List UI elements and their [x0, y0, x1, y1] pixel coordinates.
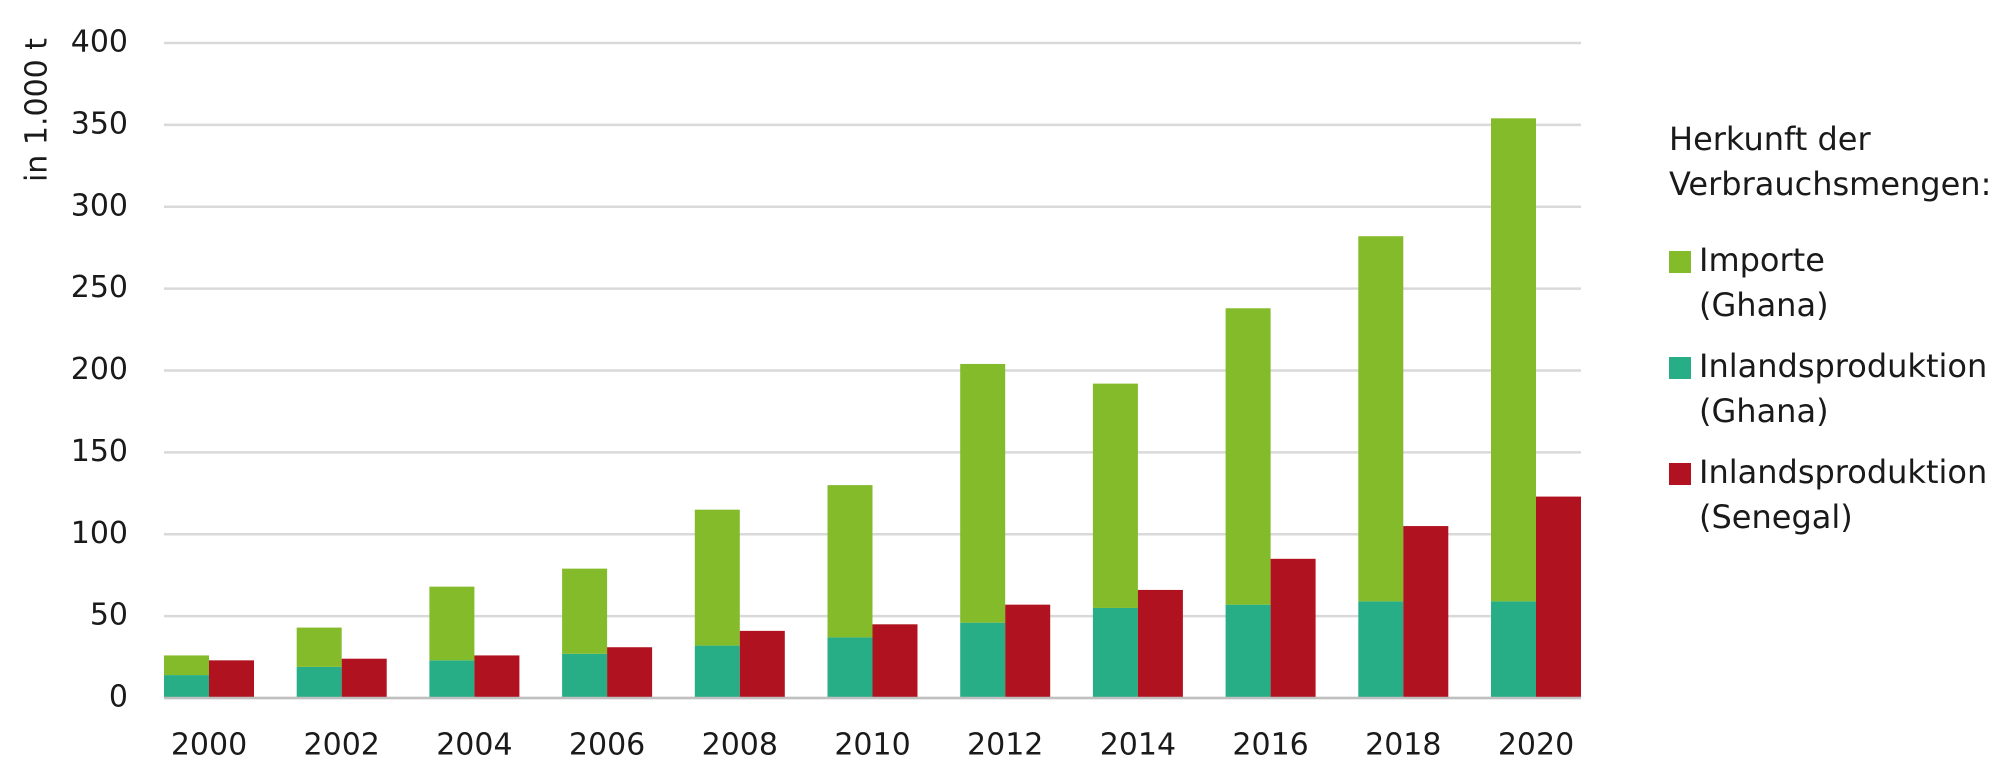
bar — [607, 647, 653, 698]
bar — [341, 658, 387, 698]
x-tick-label: 2006 — [569, 728, 645, 763]
y-tick-label: 150 — [71, 434, 128, 469]
legend-label: Inlandsproduktion (Ghana) — [1699, 347, 1987, 430]
bar — [1536, 496, 1581, 698]
bar — [1358, 601, 1404, 698]
bar — [1358, 236, 1404, 602]
bar — [827, 485, 873, 638]
bar — [1491, 601, 1536, 698]
bar — [1491, 118, 1536, 602]
bar — [1225, 604, 1271, 698]
y-tick-label: 250 — [71, 270, 128, 305]
bar — [872, 624, 918, 698]
y-tick-label: 400 — [71, 25, 128, 60]
y-tick-label: 200 — [71, 352, 128, 387]
x-tick-label: 2018 — [1365, 728, 1441, 763]
bar — [164, 655, 209, 676]
bar — [296, 627, 342, 667]
bar — [1092, 607, 1138, 698]
bar — [429, 586, 475, 661]
bar — [960, 622, 1006, 698]
bar — [960, 363, 1006, 623]
bar — [827, 637, 873, 698]
legend-swatch — [1669, 463, 1691, 485]
bar — [562, 568, 608, 654]
bar — [694, 645, 740, 698]
bar — [1270, 558, 1316, 698]
legend: Herkunft der Verbrauchsmengen: Importe (Gha… — [1669, 120, 1991, 536]
legend-label: Inlandsproduktion (Senegal) — [1699, 453, 1987, 536]
x-tick-label: 2000 — [171, 728, 247, 763]
x-tick-label: 2002 — [304, 728, 380, 763]
bar — [1225, 308, 1271, 605]
y-axis-label: in 1.000 t — [20, 38, 55, 182]
x-tick-label: 2012 — [967, 728, 1043, 763]
y-tick-label: 350 — [71, 106, 128, 141]
x-tick-label: 2016 — [1232, 728, 1308, 763]
y-tick-label: 300 — [71, 188, 128, 223]
x-tick-label: 2004 — [436, 728, 512, 763]
y-tick-label: 100 — [71, 516, 128, 551]
x-tick-label: 2020 — [1498, 728, 1574, 763]
bar — [296, 666, 342, 698]
legend-swatch — [1669, 357, 1691, 379]
bar — [474, 655, 520, 698]
legend-swatch — [1669, 251, 1691, 273]
x-tick-label: 2010 — [834, 728, 910, 763]
bar — [1403, 526, 1449, 698]
bar — [209, 660, 254, 698]
legend-title: Herkunft der Verbrauchsmengen: — [1669, 120, 1991, 203]
legend-label: Importe (Ghana) — [1699, 241, 1829, 324]
bar — [739, 630, 785, 698]
x-tick-label: 2014 — [1100, 728, 1176, 763]
y-tick-label: 50 — [90, 598, 128, 633]
bar — [1137, 589, 1183, 698]
bar — [694, 509, 740, 646]
bar — [1092, 383, 1138, 608]
y-tick-label: 0 — [109, 680, 128, 715]
bar — [562, 653, 608, 698]
x-tick-label: 2008 — [702, 728, 778, 763]
bar — [1005, 604, 1051, 698]
bar — [429, 660, 475, 698]
bar — [164, 675, 209, 698]
